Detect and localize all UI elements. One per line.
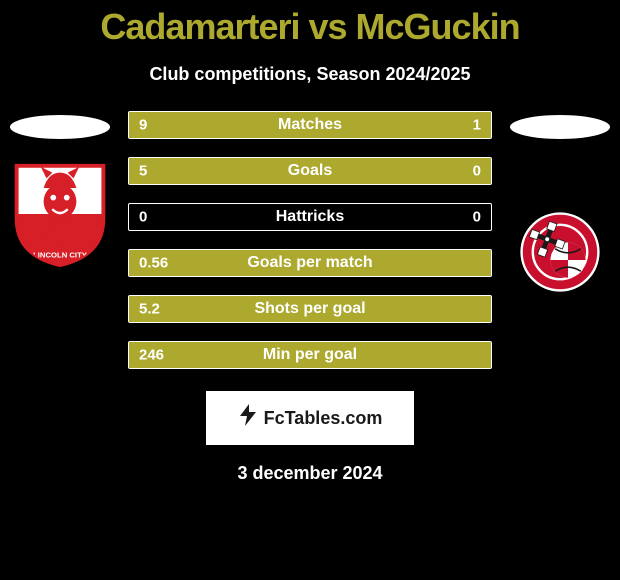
stat-right-value: 0 <box>473 163 481 180</box>
stat-label: Goals <box>129 162 491 180</box>
stat-label: Shots per goal <box>129 300 491 318</box>
rotherham-crest-icon <box>520 212 600 292</box>
stat-bar: 9Matches1 <box>128 111 492 139</box>
stat-label: Min per goal <box>129 346 491 364</box>
fctables-logo: FcTables.com <box>206 391 414 445</box>
left-side: LINCOLN CITY <box>0 111 120 267</box>
stat-bar: 0.56Goals per match <box>128 249 492 277</box>
left-club-crest: LINCOLN CITY <box>11 161 109 267</box>
subtitle: Club competitions, Season 2024/2025 <box>149 64 470 85</box>
stat-right-value: 0 <box>473 209 481 226</box>
comparison-row: LINCOLN CITY 9Matches15Goals00Hattricks0… <box>0 111 620 369</box>
stat-bar: 246Min per goal <box>128 341 492 369</box>
stat-bars: 9Matches15Goals00Hattricks00.56Goals per… <box>120 111 500 369</box>
stat-bar: 0Hattricks0 <box>128 203 492 231</box>
fctables-bolt-icon <box>238 404 258 431</box>
date-text: 3 december 2024 <box>237 463 382 484</box>
fctables-logo-text: FcTables.com <box>264 408 383 429</box>
stat-label: Matches <box>129 116 491 134</box>
right-side <box>500 111 620 305</box>
stat-label: Goals per match <box>129 254 491 272</box>
stat-bar: 5Goals0 <box>128 157 492 185</box>
right-club-crest <box>511 199 609 305</box>
stat-right-value: 1 <box>473 117 481 134</box>
stat-bar: 5.2Shots per goal <box>128 295 492 323</box>
player-shadow-left <box>10 115 110 139</box>
page-title: Cadamarteri vs McGuckin <box>100 6 519 48</box>
stat-label: Hattricks <box>129 208 491 226</box>
svg-text:LINCOLN CITY: LINCOLN CITY <box>33 250 87 259</box>
player-shadow-right <box>510 115 610 139</box>
comparison-infographic: Cadamarteri vs McGuckin Club competition… <box>0 0 620 580</box>
lincoln-crest-icon: LINCOLN CITY <box>11 161 109 267</box>
